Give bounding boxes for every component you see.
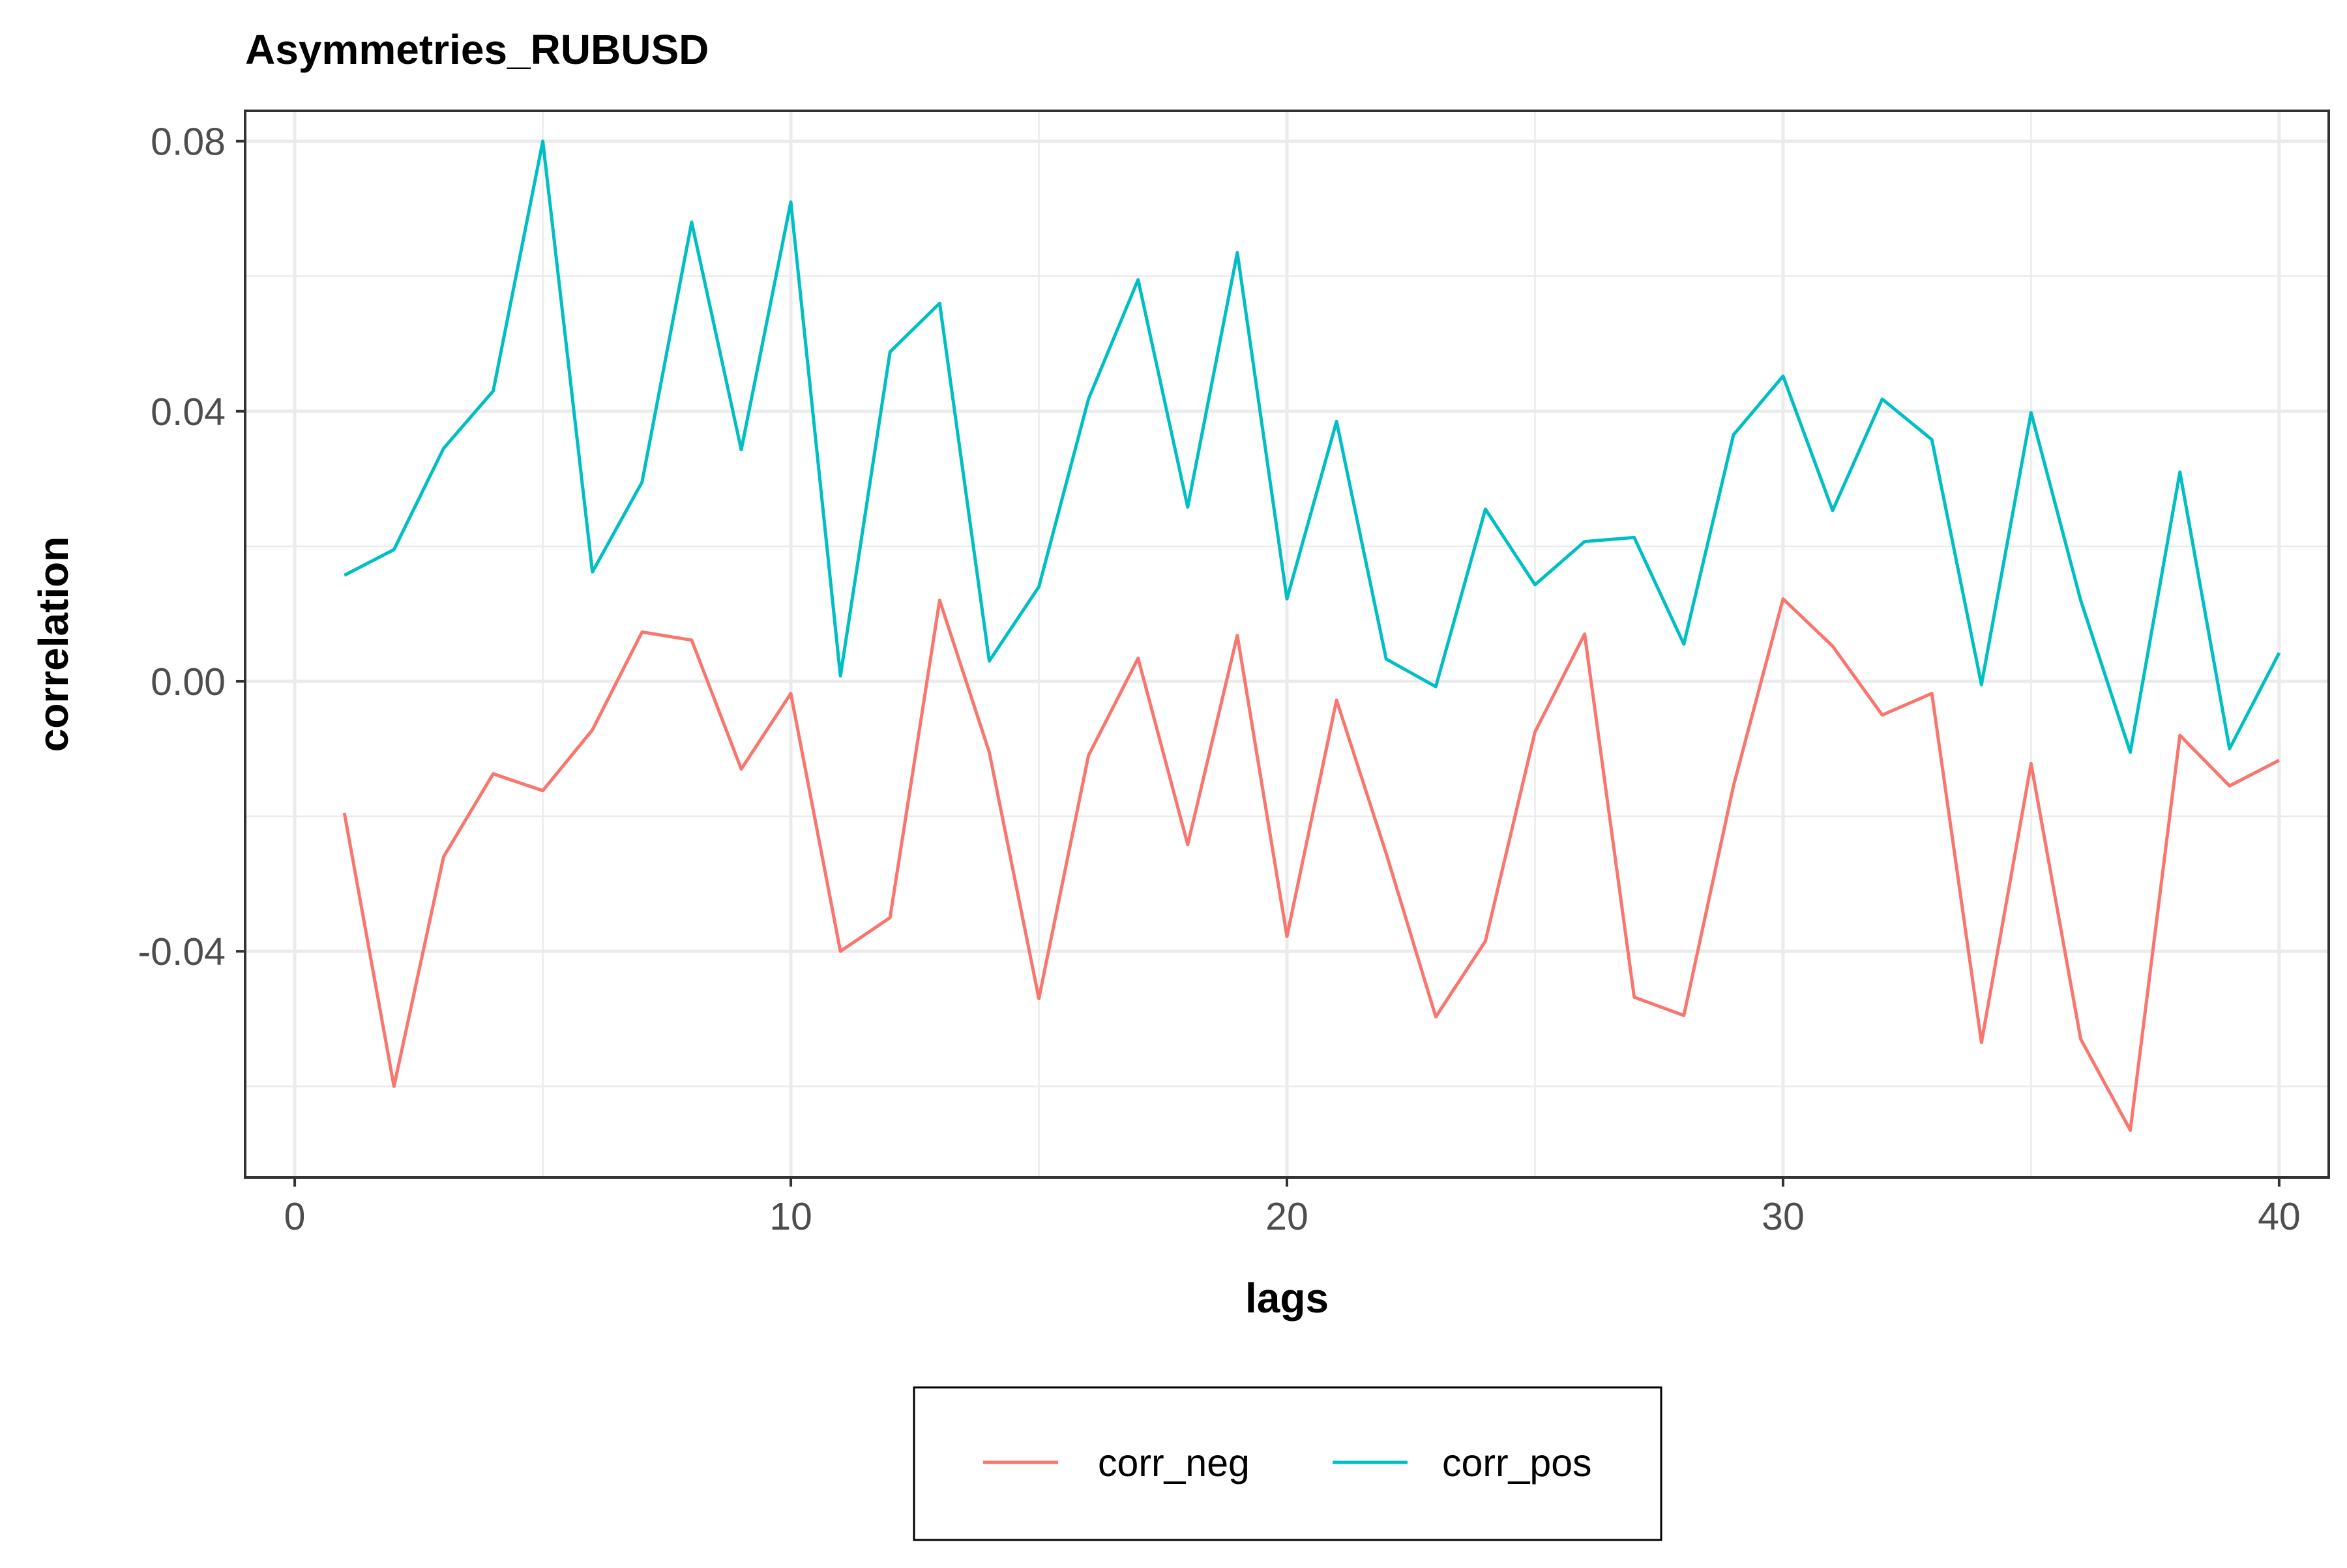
y-tick-label: 0.08 [151, 121, 226, 164]
x-tick-label: 10 [769, 1195, 812, 1238]
series-line-corr-neg [342, 597, 2281, 1132]
x-tick-label: 20 [1265, 1195, 1308, 1238]
chart-title: Asymmetries_RUBUSD [245, 26, 709, 73]
x-tick-label: 40 [2258, 1195, 2301, 1238]
legend: corr_neg corr_pos [913, 1386, 1662, 1541]
y-axis-title: correlation [30, 537, 77, 752]
legend-label-corr-pos: corr_pos [1442, 1442, 1592, 1485]
y-tick-label: -0.04 [138, 930, 226, 973]
legend-label-corr-neg: corr_neg [1098, 1442, 1250, 1485]
y-tick-label: 0.04 [151, 391, 226, 434]
x-tick-label: 0 [284, 1195, 306, 1238]
series-line-corr-pos [344, 140, 2281, 754]
x-axis-title: lags [1245, 1275, 1329, 1322]
y-tick-label: 0.00 [151, 660, 226, 703]
axis-ticks: 0 10 20 30 40 -0.04 0.00 0.04 0.08 [138, 121, 2301, 1238]
series-layer [342, 140, 2281, 1132]
x-tick-label: 30 [1762, 1195, 1805, 1238]
legend-box [913, 1386, 1662, 1541]
